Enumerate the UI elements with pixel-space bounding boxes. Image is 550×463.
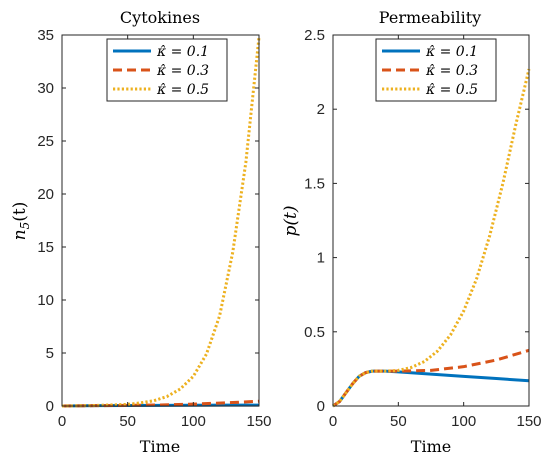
cytokines-xtick-label: 0 (58, 413, 66, 430)
cytokines-series-line-3 (61, 36, 261, 408)
permeability-legend-label-2: κ̂ = 0.3 (425, 63, 478, 79)
permeability-series-line-3 (332, 68, 531, 408)
permeability-xtick-label: 0 (329, 413, 337, 430)
permeability-ytick-label: 0 (317, 398, 325, 415)
cytokines-xtick-label: 50 (119, 413, 136, 430)
permeability-xtick-label: 100 (451, 413, 476, 430)
permeability-ytick-label: 2 (317, 101, 325, 118)
cytokines-xlabel: Time (140, 437, 180, 456)
permeability-legend-label-3: κ̂ = 0.5 (425, 82, 478, 98)
cytokines-ytick-label: 15 (37, 239, 54, 256)
cytokines-axes-frame (61, 34, 260, 407)
permeability-xtick-label: 150 (516, 413, 541, 430)
cytokines-ytick-label: 10 (37, 292, 54, 309)
permeability-series (332, 68, 531, 408)
cytokines-title: Cytokines (120, 8, 200, 27)
permeability-legend-label-1: κ̂ = 0.1 (425, 44, 478, 60)
permeability-ylabel: p(t) (281, 206, 301, 237)
cytokines-plot: Cytokines 0 50 100 150 0 5 10 15 20 25 30 35 Time n… (10, 8, 272, 456)
permeability-legend: κ̂ = 0.1 κ̂ = 0.3 κ̂ = 0.5 (375, 38, 497, 102)
cytokines-ticks: 0 50 100 150 0 5 10 15 20 25 30 35 (37, 27, 271, 430)
permeability-ytick-label: 1 (317, 250, 325, 267)
cytokines-ytick-label: 25 (37, 133, 54, 150)
cytokines-ytick-label: 35 (37, 27, 54, 44)
cytokines-legend-label-3: κ̂ = 0.5 (156, 82, 209, 98)
cytokines-ylabel: n5(t) (10, 202, 32, 241)
cytokines-xtick-label: 100 (181, 413, 206, 430)
permeability-xlabel: Time (411, 437, 451, 456)
cytokines-legend-label-2: κ̂ = 0.3 (156, 63, 209, 79)
permeability-title: Permeability (379, 8, 481, 27)
permeability-axes-frame (332, 34, 530, 407)
permeability-xtick-label: 50 (390, 413, 407, 430)
permeability-ytick-label: 2.5 (304, 27, 325, 44)
cytokines-ytick-label: 20 (37, 186, 54, 203)
permeability-ticks: 0 50 100 150 0 0.5 1 1.5 2 2.5 (304, 27, 541, 430)
cytokines-xtick-label: 150 (246, 413, 271, 430)
cytokines-ytick-label: 30 (37, 80, 54, 97)
cytokines-ytick-label: 5 (46, 345, 54, 362)
cytokines-legend-label-1: κ̂ = 0.1 (156, 44, 209, 60)
permeability-ytick-label: 0.5 (304, 324, 325, 341)
cytokines-legend: κ̂ = 0.1 κ̂ = 0.3 κ̂ = 0.5 (106, 38, 228, 102)
cytokines-ytick-label: 0 (46, 398, 54, 415)
permeability-ytick-label: 1.5 (304, 175, 325, 192)
